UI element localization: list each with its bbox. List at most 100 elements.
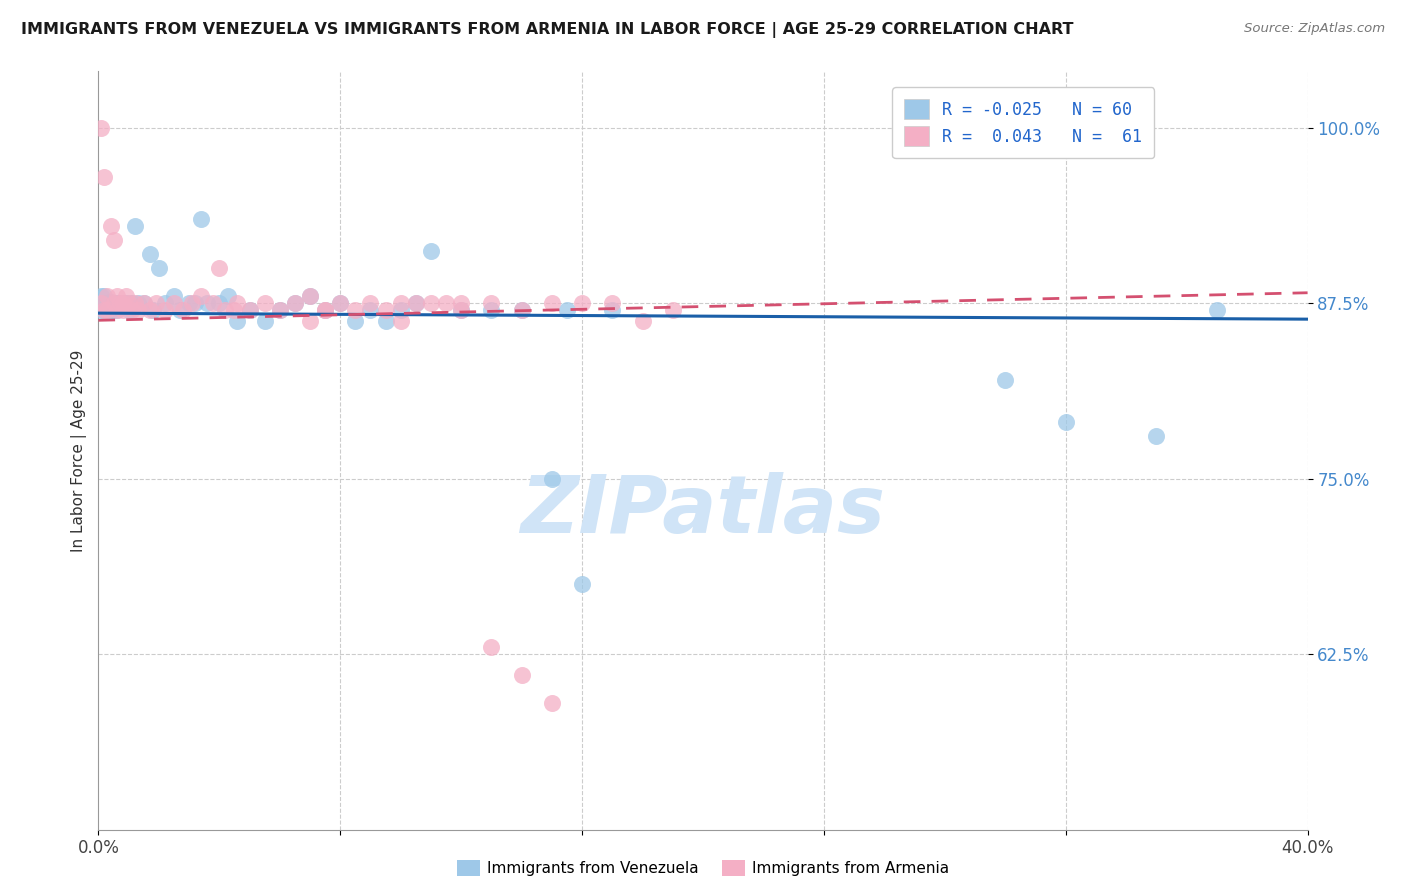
Point [253,296,276,310]
Point [540,696,562,710]
Point [111,296,134,310]
Point [555,303,578,318]
Point [481,640,503,654]
Point [299,289,322,303]
Point [226,314,249,328]
Point [108,296,131,310]
Point [360,296,382,310]
Point [90,296,112,310]
Point [124,219,146,233]
Point [96,303,118,318]
Point [132,296,155,310]
Point [118,296,141,310]
Point [93,303,115,318]
Point [510,303,533,318]
Point [93,303,115,318]
Point [163,289,186,303]
Point [450,303,472,318]
Point [124,296,146,310]
Point [329,296,352,310]
Point [190,211,212,226]
Point [208,260,231,275]
Point [163,296,186,310]
Point [314,303,336,318]
Point [1144,429,1167,443]
Point [179,296,201,310]
Point [540,296,562,310]
Point [420,244,443,258]
Point [105,303,128,318]
Point [208,296,231,310]
Point [90,289,112,303]
Point [481,296,503,310]
Point [195,296,218,310]
Point [602,296,624,310]
Text: Source: ZipAtlas.com: Source: ZipAtlas.com [1244,22,1385,36]
Point [540,471,562,485]
Point [103,303,125,318]
Point [103,296,125,310]
Point [314,303,336,318]
Point [510,303,533,318]
Point [96,296,118,310]
Point [284,296,307,310]
Y-axis label: In Labor Force | Age 25-29: In Labor Force | Age 25-29 [72,350,87,551]
Point [374,314,396,328]
Point [510,668,533,682]
Point [142,303,165,318]
Point [434,296,457,310]
Point [181,296,204,310]
Point [481,303,503,318]
Point [284,296,307,310]
Point [100,219,122,233]
Point [184,296,207,310]
Point [994,373,1017,387]
Point [93,169,115,184]
Point [103,233,125,247]
Point [226,296,249,310]
Point [96,303,118,318]
Point [100,303,122,318]
Point [405,296,427,310]
Point [153,296,176,310]
Point [93,289,115,303]
Point [90,303,112,318]
Point [344,314,367,328]
Point [405,296,427,310]
Point [90,296,112,310]
Point [239,303,262,318]
Point [299,289,322,303]
Point [450,296,472,310]
Point [571,296,593,310]
Point [114,296,136,310]
Point [172,303,194,318]
Point [96,289,118,303]
Point [329,296,352,310]
Point [631,314,654,328]
Legend: R = -0.025   N = 60, R =  0.043   N =  61: R = -0.025 N = 60, R = 0.043 N = 61 [893,87,1154,158]
Point [118,303,141,318]
Point [450,303,472,318]
Point [190,289,212,303]
Point [253,314,276,328]
Point [389,296,412,310]
Point [360,303,382,318]
Legend: Immigrants from Venezuela, Immigrants from Armenia: Immigrants from Venezuela, Immigrants fr… [450,855,956,882]
Point [389,314,412,328]
Point [602,303,624,318]
Point [420,296,443,310]
Point [269,303,291,318]
Point [374,303,396,318]
Point [111,296,134,310]
Point [105,303,128,318]
Point [108,296,131,310]
Point [224,303,246,318]
Point [105,296,128,310]
Point [299,314,322,328]
Point [571,577,593,591]
Point [93,296,115,310]
Point [202,296,225,310]
Point [132,296,155,310]
Point [153,303,176,318]
Point [121,296,143,310]
